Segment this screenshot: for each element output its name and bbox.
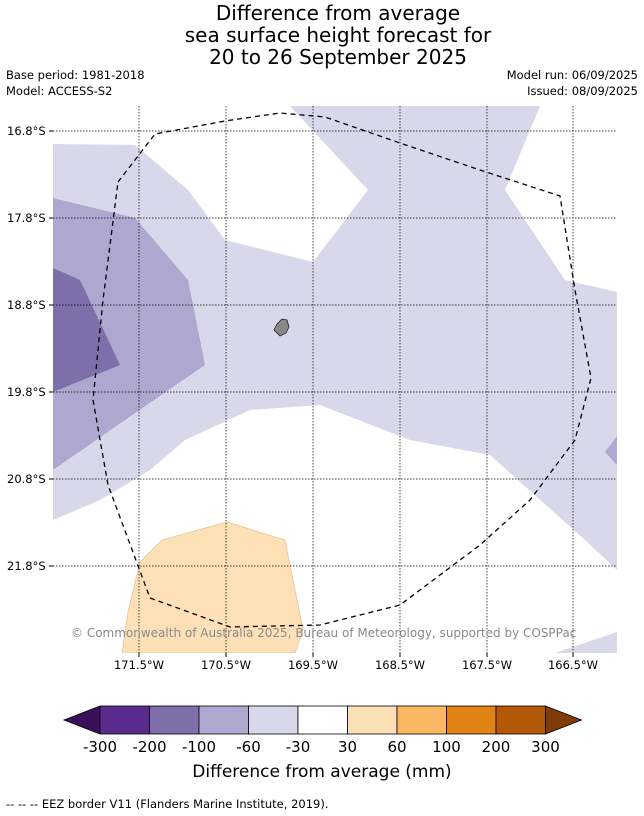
colorbar-extend-high (545, 705, 583, 735)
eez-legend: -- -- -- EEZ border V11 (Flanders Marine… (6, 797, 329, 811)
colorbar-extend-low (62, 705, 101, 735)
colorbar-tick: 100 (432, 738, 461, 756)
lat-label: 17.8°S (7, 211, 46, 225)
meta-left: Base period: 1981-2018 Model: ACCESS-S2 (6, 67, 145, 99)
grid-lines (53, 106, 617, 653)
base-period: Base period: 1981-2018 (6, 68, 145, 82)
contour-minus60 (53, 198, 205, 470)
colorbar-cell (297, 705, 348, 735)
colorbar-tick: 200 (481, 738, 511, 756)
lat-label: 21.8°S (7, 559, 46, 573)
colorbar-tick: -200 (132, 738, 167, 756)
model-name: Model: ACCESS-S2 (6, 84, 113, 98)
colorbar-title: Difference from average (mm) (192, 762, 452, 782)
colorbar-cell (248, 705, 299, 735)
lat-label: 16.8°S (7, 124, 46, 138)
model-run: Model run: 06/09/2025 (506, 68, 638, 82)
lon-label: 166.5°W (547, 658, 599, 672)
title-line-3: 20 to 26 September 2025 (209, 45, 467, 69)
copyright-credit: © Commonwealth of Australia 2025, Bureau… (71, 626, 577, 640)
eez-border (92, 112, 592, 628)
colorbar-cell (347, 705, 398, 735)
colorbar (62, 705, 583, 735)
colorbar-tick: 30 (337, 738, 358, 756)
colorbar-cell (446, 705, 497, 735)
colorbar-tick: -300 (82, 738, 118, 756)
lat-label: 18.8°S (7, 298, 46, 312)
colorbar-cell (198, 705, 249, 735)
contour-minus100 (53, 268, 120, 392)
colorbar-tick: -60 (236, 738, 261, 756)
colorbar-cells (62, 705, 583, 735)
island-shape (273, 318, 290, 337)
lon-label: 169.5°W (287, 658, 339, 672)
colorbar-tick: -30 (285, 738, 311, 756)
meta-right: Model run: 06/09/2025 Issued: 08/09/2025 (507, 67, 638, 99)
issued-date: Issued: 08/09/2025 (527, 84, 638, 98)
sea-height-map (49, 106, 617, 657)
colorbar-cell (396, 705, 447, 735)
lon-label: 167.5°W (461, 658, 513, 672)
lon-label: 168.5°W (374, 658, 426, 672)
lon-label: 170.5°W (200, 658, 252, 672)
colorbar-tick: 60 (387, 738, 407, 756)
lat-label: 19.8°S (7, 385, 46, 399)
colorbar-cell (99, 705, 150, 735)
colorbar-tick: -100 (181, 738, 217, 756)
title-line-2: sea surface height forecast for (184, 23, 492, 47)
lat-label: 20.8°S (7, 472, 46, 486)
contour-minus30 (53, 106, 617, 570)
title-line-1: Difference from average (215, 1, 461, 25)
colorbar-tick: 300 (531, 738, 560, 756)
contour-plus30 (121, 521, 304, 653)
axis-ticks (49, 130, 574, 657)
colorbar-cell (149, 705, 200, 735)
chart-title: Difference from average sea surface heig… (0, 2, 644, 68)
contour-minus60-east (605, 436, 617, 465)
contour-minus30-east (555, 632, 617, 653)
lon-label: 171.5°W (113, 658, 165, 672)
colorbar-cell (495, 705, 546, 735)
